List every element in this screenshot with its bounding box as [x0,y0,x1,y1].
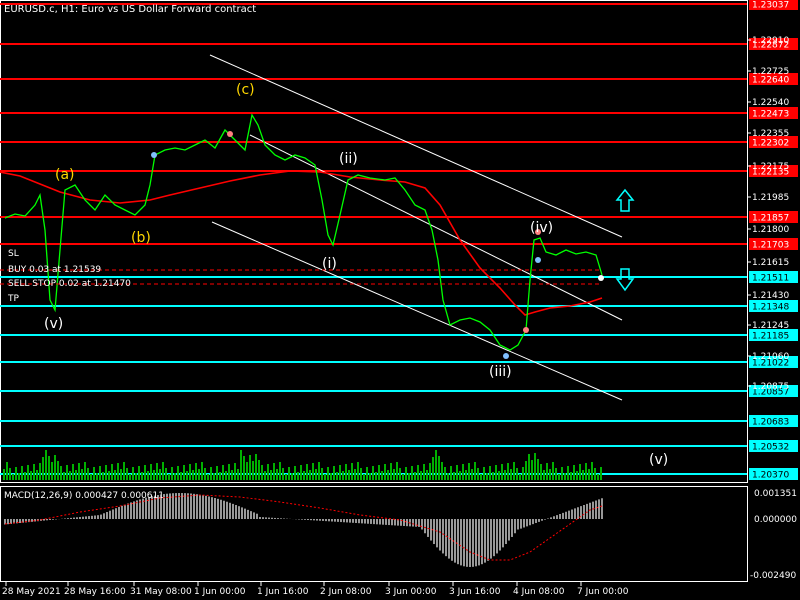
red-level-price-text: 1.23037 [752,1,789,11]
trade-marker [598,275,604,281]
price-tick-label: 1.21985 [752,193,789,203]
red-level-price-tag [749,73,798,85]
channel-lower-line[interactable] [211,221,623,401]
price-tick-label: 1.21615 [752,258,789,268]
time-tick-label: 28 May 16:00 [64,587,126,597]
macd-histogram [4,493,603,567]
time-tick-label: 4 Jun 08:00 [513,587,565,597]
cyan-level-price-text: 1.20532 [752,443,789,453]
trend-channel[interactable] [209,54,623,401]
cyan-level-price-text: 1.21022 [752,359,789,369]
cyan-level-price-tag [749,385,798,397]
time-tick-label: 1 Jun 16:00 [257,587,309,597]
cyan-level-price-text: 1.21511 [752,274,789,284]
trade-marker [503,353,509,359]
horizontal-levels[interactable]: 1.23037 1.22872 1.22640 1.22473 1.22302 1.221… [0,0,798,481]
sl-label: SL [8,249,19,259]
macd-signal-line [4,494,603,561]
trade-marker [535,257,541,263]
cyan-level-price-text: 1.20683 [752,418,789,428]
channel-upper-line[interactable] [209,54,623,238]
time-tick-label: 7 Jun 00:00 [577,587,629,597]
trade-marker [523,327,529,333]
buy-order-label: BUY 0.03 at 1.21539 [8,265,101,275]
channel-middle-line[interactable] [249,134,623,321]
cyan-level-price-tag [749,300,798,312]
cyan-level-price-tag [749,440,798,452]
macd-tick-bottom: -0.002490 [750,571,796,581]
time-tick-label: 2 Jun 08:00 [320,587,372,597]
cyan-level-price-text: 1.21185 [752,332,789,342]
red-level-price-text: 1.22302 [752,139,789,149]
cyan-level-price-text: 1.20857 [752,388,789,398]
price-tick-label: 1.21800 [752,225,789,235]
red-level-price-text: 1.22640 [752,76,789,86]
cyan-level-price-tag [749,415,798,427]
macd-label: MACD(12,26,9) 0.000427 0.000611 [4,491,164,501]
price-tick-label: 1.21430 [752,291,789,301]
sell-stop-order-label: SELL STOP 0.02 at 1.21470 [8,279,131,289]
price-tick-label: 1.21060 [752,352,789,362]
price-scale[interactable]: 1.22910 1.22725 1.22540 1.22355 1.22175 1.219… [747,36,789,392]
cyan-level-price-tag [749,271,798,283]
macd-frame [0,486,748,582]
cyan-level-price-text: 1.20370 [752,471,789,481]
arrow-up-icon [615,188,635,212]
time-tick-label: 31 May 08:00 [130,587,192,597]
trade-marker [151,152,157,158]
moving-average-line [0,170,603,316]
time-tick-label: 28 May 2021 [2,587,61,597]
price-tick-label: 1.21245 [752,321,789,331]
price-tick-label: 1.20875 [752,382,789,392]
cyan-level-price-tag [749,468,798,480]
red-level-price-text: 1.22135 [752,168,789,178]
time-tick-label: 3 Jun 00:00 [385,587,437,597]
arrow-down-icon [615,268,635,292]
red-level-price-tag [749,165,798,177]
tp-label: TP [7,294,19,304]
wave-label-v1: (v) [44,316,63,332]
price-tick-label: 1.22175 [752,162,789,172]
main-chart-frame [0,0,748,483]
cyan-level-price-tag [749,356,798,368]
wave-label-i: (i) [322,256,337,272]
wave-label-c: (c) [236,82,255,98]
time-tick-label: 1 Jun 00:00 [194,587,246,597]
price-tick-label: 1.22540 [752,98,789,108]
price-tick-label: 1.22725 [752,67,789,77]
red-level-price-tag [749,238,798,250]
wave-label-ii: (ii) [339,151,358,167]
macd-tick-zero: 0.000000 [754,515,797,525]
trade-marker [227,131,233,137]
cyan-level-price-text: 1.21348 [752,303,789,313]
trade-marker [535,229,541,235]
red-level-price-tag [749,211,798,223]
wave-label-iii: (iii) [489,364,512,380]
wave-label-iv: (iv) [530,220,553,236]
red-level-price-text: 1.21703 [752,241,789,251]
wave-label-v2: (v) [649,452,668,468]
volume-bars [3,450,602,480]
red-level-price-tag [749,107,798,119]
macd-tick-top: 0.001351 [754,489,797,499]
red-level-price-tag [749,136,798,148]
red-level-price-tag [749,38,798,50]
cyan-level-price-tag [749,329,798,341]
chart-title: EURUSD.c, H1: Euro vs US Dollar Forward … [4,4,256,15]
price-tick-label: 1.22910 [752,36,789,46]
wave-label-b: (b) [131,230,151,246]
red-level-price-text: 1.21857 [752,214,789,224]
wave-label-a: (a) [55,167,75,183]
time-axis[interactable]: 28 May 2021 28 May 16:00 31 May 08:00 1 Jun… [2,582,629,597]
time-tick-label: 3 Jun 16:00 [449,587,501,597]
red-level-price-tag [749,0,798,10]
red-level-price-text: 1.22473 [752,110,789,120]
price-tick-label: 1.22355 [752,129,789,139]
red-level-price-text: 1.22872 [752,41,789,51]
price-candles [4,113,603,351]
